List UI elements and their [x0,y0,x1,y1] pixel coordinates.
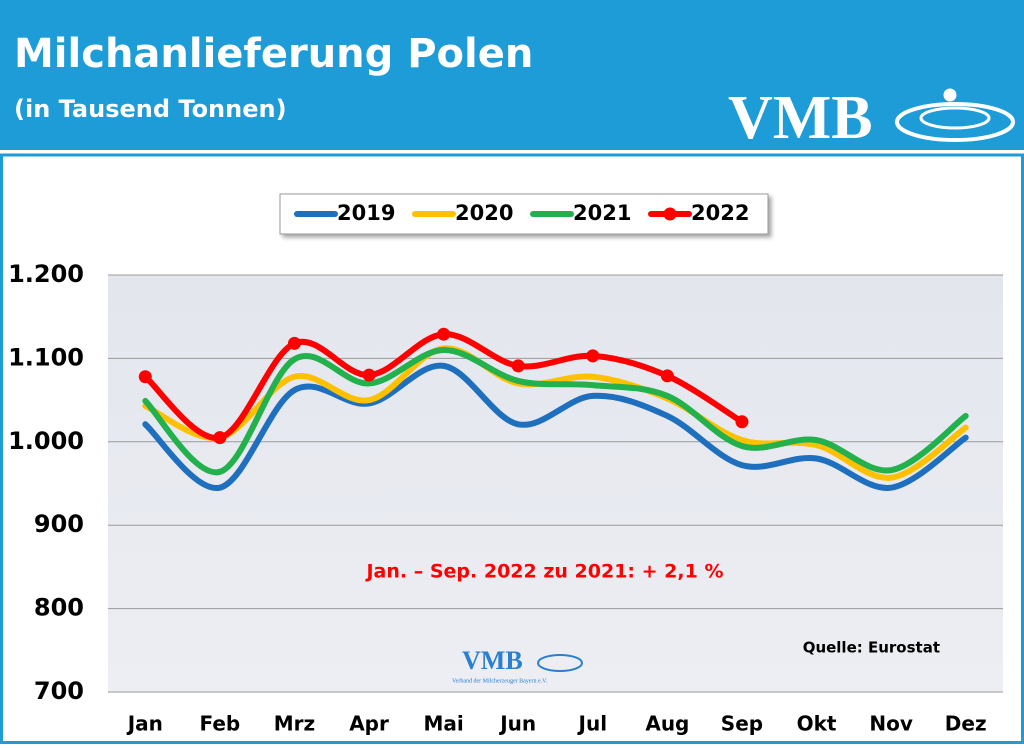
legend-label: 2021 [573,201,631,225]
logo: VMB [728,84,873,152]
point [287,336,301,350]
source: Quelle: Eurostat [803,639,940,657]
legend-label: 2019 [337,201,395,225]
point [138,370,152,384]
legend-marker [663,207,677,221]
x-tick-label: Nov [869,712,913,736]
subtitle: (in Tausend Tonnen) [14,95,287,123]
y-tick-label: 900 [34,510,84,538]
series-line [142,347,969,476]
header-band [0,0,1024,150]
point [586,349,600,363]
y-tick-label: 1.100 [8,343,84,371]
annotation: Jan. – Sep. 2022 zu 2021: + 2,1 % [364,561,723,583]
x-tick-label: Apr [349,712,389,736]
x-tick-label: Dez [945,712,987,736]
title: Milchanlieferung Polen [14,31,533,77]
y-tick-label: 700 [34,677,84,705]
point [511,359,525,373]
point [437,327,451,341]
grid [108,274,1003,693]
x-tick-label: Jan [126,712,163,736]
x-tick-label: Aug [645,712,689,736]
lines [138,327,969,491]
point [660,369,674,383]
x-tick-label: Jul [577,712,608,736]
watermark-logo: VMB [462,646,523,675]
watermark-caption: Verband der Milcherzeuger Bayern e.V. [452,678,548,684]
y-tick-label: 1.000 [8,427,84,455]
y-tick-label: 1.200 [8,260,84,288]
x-tick-label: Mai [423,712,463,736]
logo-swirl [895,88,1015,142]
point [735,415,749,429]
legend-label: 2020 [455,201,513,225]
x-tick-label: Feb [200,712,241,736]
x-tick-label: Jun [498,712,536,736]
watermark-swirl [537,654,583,672]
x-tick-label: Mrz [274,712,315,736]
y-tick-label: 800 [34,594,84,622]
x-tick-label: Okt [797,712,837,736]
legend: 2019 2020 2021 2022 [294,201,749,225]
x-tick-label: Sep [721,712,763,736]
plot-area [108,275,1003,692]
point [362,368,376,382]
legend-label: 2022 [691,201,749,225]
point [213,431,227,445]
series-line [142,331,745,441]
series-line [142,362,969,491]
